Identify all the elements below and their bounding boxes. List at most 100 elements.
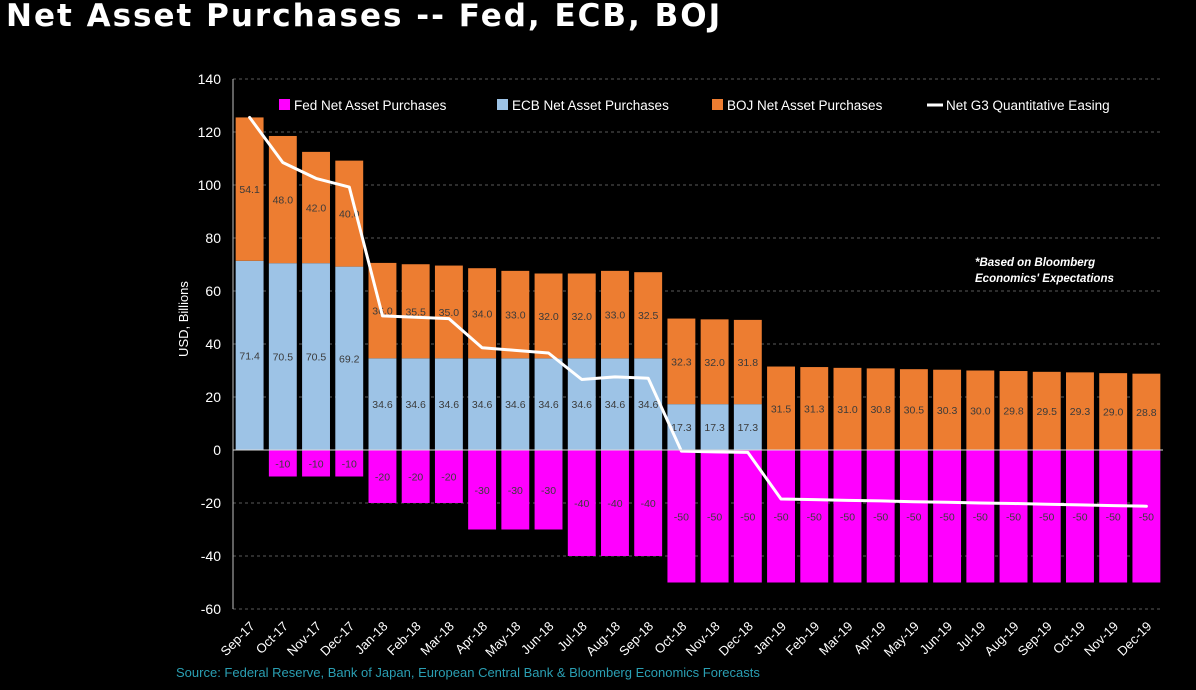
bar-fed: [1066, 450, 1094, 583]
legend-label: Fed Net Asset Purchases: [294, 98, 447, 113]
data-label-fed: -20: [441, 472, 456, 484]
data-label-fed: -50: [1006, 511, 1021, 523]
data-label-fed: -50: [707, 511, 722, 523]
data-label-ecb: 34.6: [572, 399, 593, 411]
data-label-fed: -50: [840, 511, 855, 523]
bar-boj: [866, 368, 895, 450]
data-label-boj: 32.3: [671, 356, 692, 368]
y-tick-label: 20: [205, 389, 221, 405]
footnote-line: Economics' Expectations: [975, 273, 1114, 285]
bar-boj: [1132, 373, 1161, 450]
data-label-boj: 31.8: [738, 357, 759, 369]
data-label-boj: 33.0: [505, 310, 526, 322]
bar-fed: [434, 450, 463, 503]
y-tick-label: -20: [201, 495, 221, 511]
bar-boj: [468, 268, 497, 359]
bar-boj: [501, 270, 530, 359]
data-label-fed: -40: [641, 498, 656, 510]
data-label-fed: -20: [375, 472, 390, 484]
bar-boj: [767, 366, 795, 450]
data-label-boj: 34.0: [472, 308, 493, 320]
data-label-fed: -50: [1039, 511, 1054, 523]
data-label-boj: 31.3: [804, 404, 825, 416]
bar-fed: [634, 450, 663, 556]
legend-label: Net G3 Quantitative Easing: [946, 98, 1110, 113]
x-tick-label: Oct-19: [1050, 619, 1088, 657]
bar-fed: [1132, 450, 1161, 583]
data-label-fed: -10: [308, 458, 323, 470]
bar-fed: [767, 450, 795, 583]
bar-ecb: [368, 358, 397, 450]
bar-boj: [302, 151, 330, 264]
data-label-fed: -50: [906, 511, 921, 523]
bar-fed: [1099, 450, 1128, 583]
data-label-boj: 30.3: [937, 405, 958, 417]
data-label-fed: -10: [275, 458, 290, 470]
x-tick-label: Mar-18: [417, 619, 457, 659]
x-tick-label: Nov-18: [682, 619, 722, 659]
data-label-boj: 30.0: [970, 405, 991, 417]
data-label-fed: -20: [408, 472, 423, 484]
data-label-ecb: 34.6: [505, 399, 526, 411]
bar-fed: [933, 450, 962, 583]
data-label-boj: 42.0: [306, 203, 327, 215]
y-tick-label: 80: [205, 230, 221, 246]
bar-boj: [534, 273, 563, 359]
bar-boj: [999, 371, 1028, 450]
x-tick-label: Sep-17: [217, 619, 257, 659]
legend: Fed Net Asset Purchases ECB Net Asset Pur…: [279, 98, 1110, 113]
x-tick-label: Dec-18: [716, 619, 756, 659]
bar-fed: [268, 450, 297, 477]
data-label-boj: 31.0: [837, 404, 858, 416]
data-label-ecb: 34.6: [638, 399, 659, 411]
data-label-boj: 32.0: [704, 357, 725, 369]
bar-boj: [634, 272, 663, 359]
bar-fed: [368, 450, 397, 503]
data-label-fed: -50: [973, 511, 988, 523]
series-line-net-g3: [248, 115, 1148, 508]
data-label-boj: 32.0: [572, 311, 593, 323]
bar-ecb: [700, 404, 729, 450]
bar-ecb: [534, 358, 563, 450]
data-label-fed: -10: [342, 458, 357, 470]
bar-ecb: [302, 263, 330, 450]
bar-boj: [434, 265, 463, 359]
data-label-ecb: 71.4: [239, 350, 260, 362]
x-tick-label: Jan-18: [352, 619, 391, 658]
bar-boj: [966, 370, 995, 450]
bar-ecb: [733, 404, 762, 450]
bar-boj: [933, 369, 962, 450]
bar-fed: [1032, 450, 1061, 583]
x-tick-label: Mar-19: [816, 619, 856, 659]
data-label-boj: 32.0: [538, 311, 559, 323]
x-tick-label: Aug-18: [583, 619, 623, 659]
data-label-boj: 54.1: [239, 184, 260, 196]
bar-boj: [833, 367, 862, 450]
bar-fed: [501, 450, 530, 530]
data-label-ecb: 70.5: [306, 352, 327, 364]
x-tick-label: Sep-19: [1015, 619, 1055, 659]
x-tick-label: Nov-19: [1081, 619, 1121, 659]
data-label-fed: -50: [1139, 511, 1154, 523]
bar-boj: [700, 319, 729, 405]
x-tick-label: Dec-19: [1114, 619, 1154, 659]
bar-ecb: [468, 358, 497, 450]
data-label-ecb: 17.3: [704, 422, 725, 434]
data-label-fed: -40: [574, 498, 589, 510]
data-label-fed: -50: [873, 511, 888, 523]
data-label-boj: 33.0: [605, 310, 626, 322]
line-layer: [248, 115, 1148, 508]
x-tick-label: Jun-19: [917, 619, 956, 658]
data-label-fed: -30: [541, 485, 556, 497]
x-tick-label: Aug-19: [981, 619, 1021, 659]
y-tick-label: 0: [213, 442, 221, 458]
data-label-boj: 29.0: [1103, 407, 1124, 419]
y-tick-label: 60: [205, 283, 221, 299]
data-label-fed: -40: [607, 498, 622, 510]
bar-fed: [800, 450, 829, 583]
data-label-fed: -50: [674, 511, 689, 523]
bar-fed: [966, 450, 995, 583]
legend-label: ECB Net Asset Purchases: [512, 98, 669, 113]
x-tick-label: Nov-17: [284, 619, 324, 659]
data-label-ecb: 34.6: [405, 399, 426, 411]
